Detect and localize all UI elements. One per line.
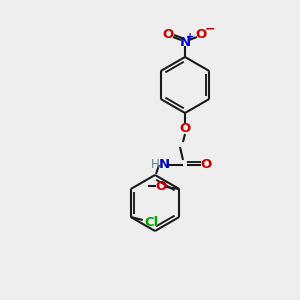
Text: O: O: [179, 122, 191, 136]
Text: O: O: [200, 158, 211, 170]
Text: N: N: [179, 35, 191, 49]
Text: N: N: [158, 158, 169, 172]
Text: −: −: [205, 22, 215, 35]
Text: +: +: [186, 32, 194, 42]
Text: O: O: [195, 28, 207, 40]
Text: O: O: [156, 179, 167, 193]
Text: H: H: [151, 158, 159, 170]
Text: O: O: [162, 28, 174, 40]
Text: Cl: Cl: [145, 217, 159, 230]
